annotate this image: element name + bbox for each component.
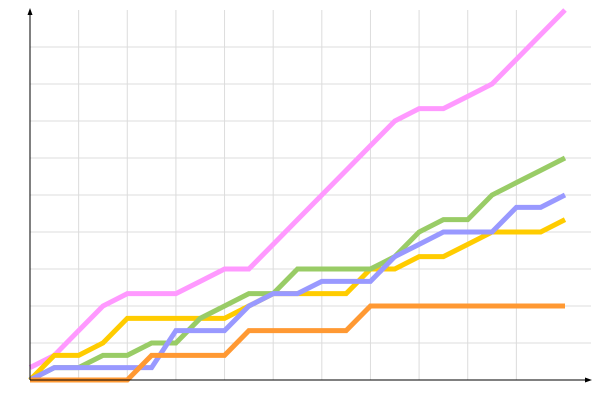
axes: [27, 8, 592, 383]
x-axis-arrow-icon: [585, 377, 592, 383]
series-line-3: [28, 155, 567, 383]
series-line-4: [28, 192, 567, 383]
y-axis-arrow-icon: [27, 8, 33, 15]
series-line-1: [28, 8, 567, 370]
